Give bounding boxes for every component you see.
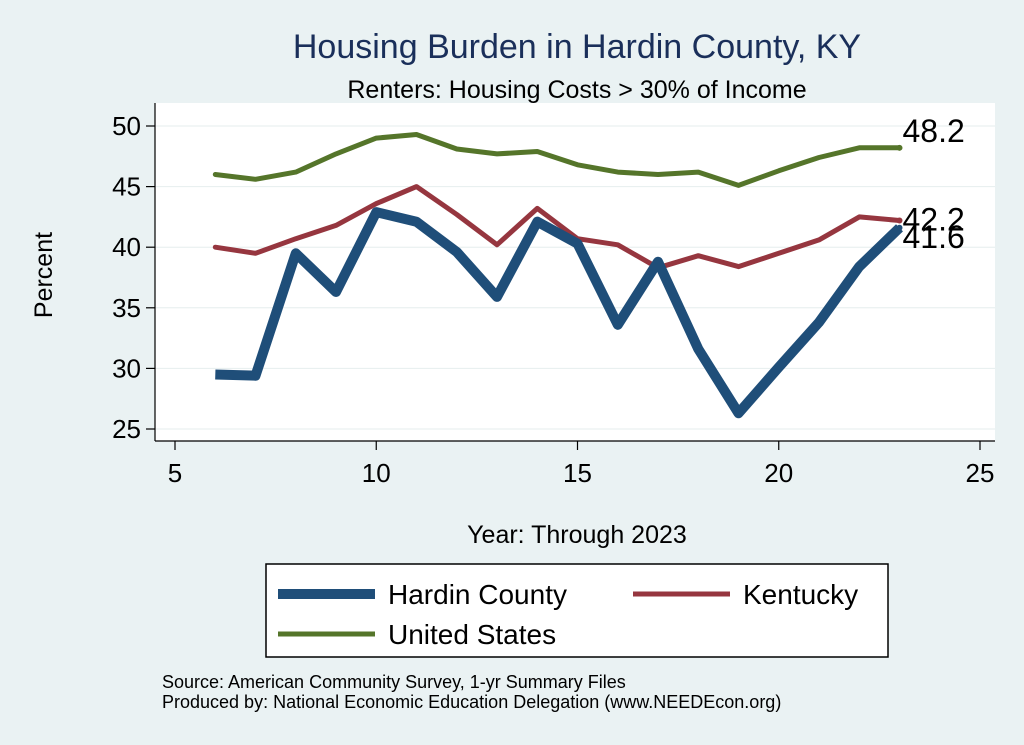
series-line-us	[212, 132, 902, 188]
plot-area	[155, 103, 995, 441]
end-labels: 48.2 42.241.6	[903, 113, 965, 255]
chart-subtitle: Renters: Housing Costs > 30% of Income	[347, 76, 806, 104]
series-lines	[212, 132, 903, 419]
y-tick-label: 40	[112, 232, 141, 262]
end-marker-kentucky	[896, 217, 903, 224]
series-line-kentucky	[212, 184, 902, 271]
end-label-kentucky: 42.2	[903, 202, 965, 238]
y-tick-label: 45	[112, 172, 141, 202]
end-label-us: 48.2	[903, 113, 965, 149]
y-tick-label: 35	[112, 293, 141, 323]
y-axis-label: Percent	[30, 232, 58, 318]
legend: Hardin County Kentucky United States	[265, 563, 889, 658]
x-tick-label: 5	[168, 458, 182, 488]
legend-label-us: United States	[388, 619, 556, 650]
x-axis-label: Year: Through 2023	[467, 521, 687, 549]
x-tick-label: 15	[563, 458, 592, 488]
end-marker-hardin	[896, 224, 903, 231]
x-tick-label: 20	[764, 458, 793, 488]
end-label-hardin: 41.6	[903, 219, 965, 255]
chart-title: Housing Burden in Hardin County, KY	[293, 28, 861, 66]
y-axis: 25 30 35 40 45 50	[112, 103, 156, 444]
y-tick-label: 30	[112, 353, 141, 383]
legend-box	[265, 563, 889, 658]
source-line: Source: American Community Survey, 1-yr …	[162, 672, 626, 692]
y-tick-label: 25	[112, 414, 141, 444]
legend-label-kentucky: Kentucky	[743, 579, 858, 610]
series-line-hardin	[215, 207, 903, 419]
x-tick-label: 10	[362, 458, 391, 488]
x-tick-label: 25	[966, 458, 995, 488]
end-marker-us	[896, 144, 903, 151]
y-tick-label: 50	[112, 111, 141, 141]
x-axis: 5 10 15 20 25	[155, 440, 995, 488]
y-gridlines	[155, 125, 995, 430]
producer-line: Produced by: National Economic Education…	[162, 692, 781, 712]
legend-label-hardin: Hardin County	[388, 579, 567, 610]
